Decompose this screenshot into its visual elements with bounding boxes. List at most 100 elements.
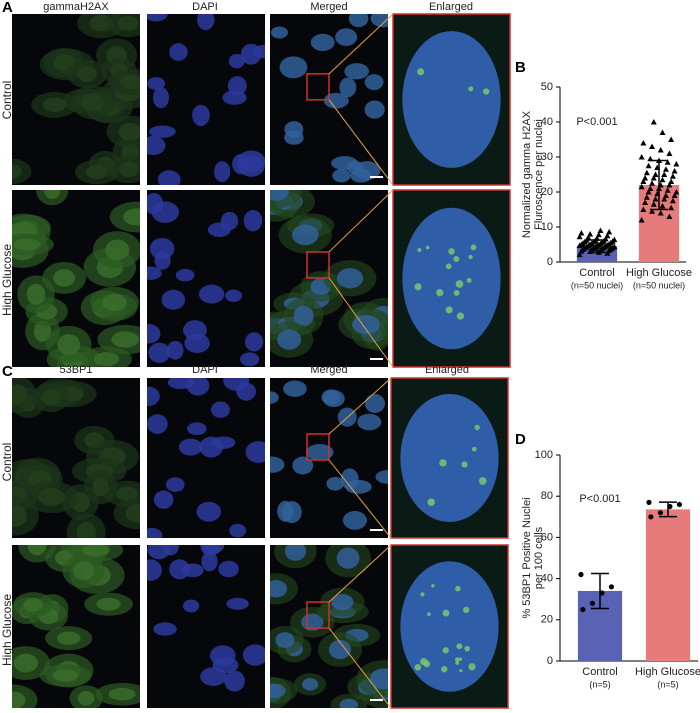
nucleus bbox=[275, 632, 295, 649]
y-tick-label: 60 bbox=[541, 531, 553, 543]
nucleus bbox=[13, 653, 38, 673]
column-header: Merged bbox=[310, 364, 347, 376]
nucleus bbox=[270, 391, 279, 404]
data-point bbox=[669, 197, 676, 204]
nucleus bbox=[198, 284, 225, 304]
data-point bbox=[642, 199, 649, 205]
cells bbox=[270, 190, 388, 358]
focus bbox=[471, 446, 477, 452]
cells bbox=[147, 545, 265, 692]
data-point bbox=[671, 192, 678, 198]
data-point bbox=[673, 161, 680, 167]
focus bbox=[464, 645, 470, 652]
nucleus bbox=[323, 92, 349, 109]
data-point bbox=[657, 147, 664, 153]
nucleus bbox=[53, 269, 76, 287]
nucleus bbox=[326, 476, 344, 491]
data-point bbox=[664, 187, 671, 193]
nucleus bbox=[237, 150, 265, 173]
x-tick-label: High Glucose bbox=[635, 666, 700, 678]
data-point bbox=[662, 166, 669, 172]
focus bbox=[417, 248, 422, 253]
nucleus bbox=[162, 545, 179, 556]
y-tick-label: 0 bbox=[547, 655, 553, 667]
frame bbox=[392, 189, 511, 368]
focus bbox=[455, 280, 464, 288]
panel-label: D bbox=[515, 431, 526, 448]
data-point bbox=[659, 129, 666, 135]
nucleus bbox=[123, 208, 140, 226]
focus bbox=[474, 424, 480, 431]
data-point bbox=[640, 178, 647, 184]
nucleus bbox=[23, 597, 44, 612]
focus bbox=[466, 277, 472, 283]
nucleus bbox=[291, 224, 319, 246]
nucleus bbox=[41, 389, 61, 406]
nucleus bbox=[89, 14, 114, 32]
focus bbox=[453, 255, 460, 262]
data-point bbox=[576, 233, 583, 240]
nucleus bbox=[120, 74, 140, 90]
focus bbox=[417, 68, 425, 76]
nucleus bbox=[270, 190, 290, 201]
data-point bbox=[661, 196, 668, 202]
nucleus bbox=[33, 320, 52, 342]
nucleus bbox=[197, 14, 215, 31]
nucleus bbox=[147, 136, 166, 156]
data-point bbox=[578, 571, 584, 578]
nucleus bbox=[279, 56, 308, 79]
nucleus bbox=[270, 683, 286, 699]
zoom-box bbox=[306, 251, 330, 279]
focus bbox=[470, 244, 477, 251]
cells bbox=[147, 14, 265, 185]
nucleus bbox=[178, 438, 203, 456]
nucleus bbox=[37, 488, 66, 506]
zoom-line bbox=[328, 377, 392, 435]
nucleus bbox=[339, 698, 359, 708]
nucleus bbox=[56, 631, 81, 645]
zoom-line bbox=[328, 459, 392, 539]
nucleus bbox=[344, 63, 370, 80]
data-point bbox=[643, 194, 650, 200]
nucleus bbox=[105, 239, 130, 261]
data-point bbox=[645, 189, 652, 195]
data-point bbox=[669, 173, 676, 179]
focus bbox=[453, 289, 460, 296]
nucleus bbox=[270, 456, 285, 473]
nucleus bbox=[93, 352, 120, 367]
nucleus bbox=[182, 599, 200, 613]
nucleus bbox=[243, 209, 263, 232]
y-axis-label: per 100 cells bbox=[533, 526, 545, 589]
frame bbox=[390, 544, 509, 709]
nucleus bbox=[153, 490, 174, 509]
nucleus bbox=[147, 77, 166, 90]
focus bbox=[445, 306, 453, 314]
nucleus bbox=[147, 266, 162, 280]
frame bbox=[392, 13, 511, 186]
nucleus bbox=[201, 551, 218, 572]
data-point bbox=[638, 154, 645, 160]
focus bbox=[458, 657, 463, 661]
bar bbox=[645, 509, 691, 661]
column-header: gammaH2AX bbox=[43, 1, 109, 13]
nucleus bbox=[357, 413, 382, 431]
nucleus bbox=[102, 293, 127, 312]
y-tick-label: 40 bbox=[541, 573, 553, 585]
nucleus bbox=[364, 74, 384, 91]
category-note: (n=50 nuclei) bbox=[633, 280, 685, 290]
data-point bbox=[649, 143, 656, 149]
data-point bbox=[650, 119, 657, 125]
panel-label: B bbox=[515, 59, 526, 76]
nucleus bbox=[400, 394, 499, 522]
zoom-line bbox=[328, 189, 394, 253]
data-point bbox=[597, 227, 604, 233]
nucleus bbox=[118, 15, 139, 32]
focus bbox=[456, 643, 463, 650]
data-point bbox=[657, 210, 664, 216]
nucleus bbox=[211, 436, 236, 449]
nucleus bbox=[364, 100, 385, 119]
data-point bbox=[668, 136, 675, 142]
row-label: High Glucose bbox=[0, 244, 14, 316]
nucleus bbox=[321, 389, 341, 405]
data-point bbox=[645, 162, 652, 169]
